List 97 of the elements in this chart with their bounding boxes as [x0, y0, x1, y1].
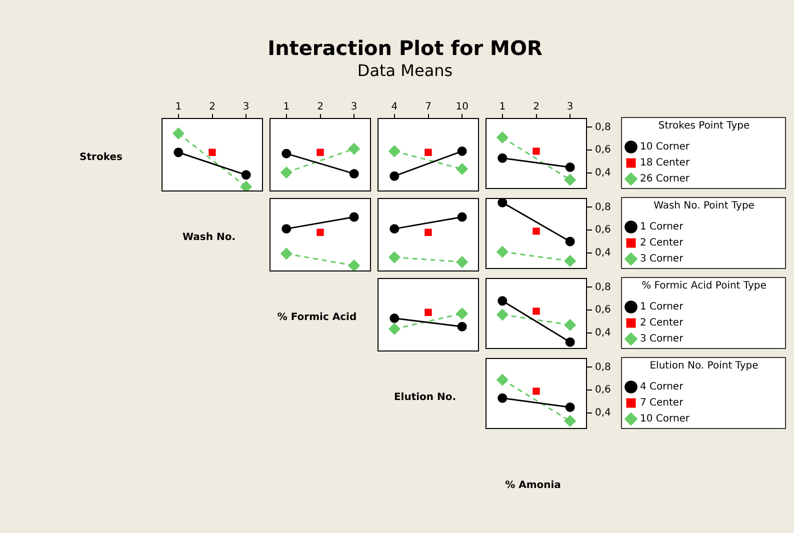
point — [348, 143, 360, 155]
legend-label: 3 Corner — [640, 334, 684, 345]
y-axis-title: % Formic Acid — [276, 312, 358, 323]
x-tick-label: 4 — [391, 102, 398, 113]
y-tick-label: 0,4 — [595, 248, 611, 259]
point — [388, 323, 400, 335]
legend-title: Strokes Point Type — [658, 120, 750, 132]
point — [456, 256, 468, 268]
y-tick-label: 0,6 — [595, 384, 611, 396]
point — [316, 148, 324, 156]
x-tick-label: 7 — [425, 102, 432, 113]
legend-title: % Formic Acid Point Type — [642, 280, 766, 292]
y-tick-label: 0,4 — [595, 168, 611, 179]
y-tick-label: 0,4 — [595, 328, 611, 339]
point — [496, 132, 508, 144]
point — [280, 166, 292, 178]
x-tick-label: 1 — [499, 102, 506, 113]
point — [532, 228, 540, 235]
legend-label: 10 Corner — [640, 142, 690, 153]
point — [565, 337, 575, 347]
legend-label: 2 Center — [640, 238, 684, 249]
point — [496, 246, 508, 258]
point — [498, 393, 508, 403]
point — [564, 319, 576, 331]
legend-label: 1 Corner — [640, 302, 684, 313]
y-tick-label: 0,8 — [595, 202, 611, 213]
x-tick-label: 3 — [566, 102, 574, 113]
x-tick-label: 3 — [350, 102, 358, 113]
y-tick-label: 0,4 — [595, 408, 611, 419]
legend-title: Elution No. Point Type — [650, 360, 758, 372]
point — [564, 255, 576, 267]
point — [532, 308, 540, 315]
point — [172, 128, 184, 140]
point — [240, 181, 252, 192]
x-tick-label: 2 — [533, 102, 540, 113]
y-tick-label: 0,6 — [595, 144, 611, 156]
legend-label: 10 Corner — [640, 414, 690, 425]
x-tick-label: 2 — [209, 102, 216, 113]
point — [349, 212, 359, 222]
y-tick-label: 0,8 — [595, 282, 611, 293]
point — [565, 236, 575, 246]
x-axis-title: % Amonia — [504, 480, 562, 491]
point — [280, 248, 292, 260]
x-tick-label: 10 — [456, 102, 468, 113]
point — [498, 153, 508, 163]
point — [565, 162, 575, 172]
y-tick-label: 0,6 — [595, 224, 611, 236]
point — [457, 146, 467, 156]
point — [388, 145, 400, 157]
point — [456, 163, 468, 175]
y-axis-title: Strokes — [78, 152, 124, 163]
x-tick-label: 1 — [175, 102, 182, 113]
y-axis-title: Wash No. — [181, 232, 236, 243]
point — [241, 170, 251, 180]
legend-label: 18 Center — [640, 158, 690, 169]
point — [457, 322, 467, 332]
point — [424, 308, 432, 316]
point — [390, 171, 400, 181]
legend-label: 2 Center — [640, 318, 684, 329]
legend-label: 1 Corner — [640, 222, 684, 233]
legend-label: 4 Corner — [640, 382, 684, 393]
point — [496, 308, 508, 320]
point — [498, 198, 508, 208]
point — [424, 228, 432, 236]
point — [348, 260, 360, 272]
point — [532, 148, 540, 155]
point — [424, 148, 432, 156]
point — [174, 148, 184, 158]
point — [390, 314, 400, 324]
point — [390, 224, 400, 234]
point — [532, 388, 540, 395]
point — [565, 402, 575, 412]
legend-label: 7 Center — [640, 398, 684, 409]
chart-title: Interaction Plot for MOR — [266, 36, 544, 60]
point — [564, 174, 576, 186]
legend-title: Wash No. Point Type — [654, 200, 754, 212]
point — [282, 148, 292, 158]
point — [496, 374, 508, 386]
point — [564, 415, 576, 427]
x-tick-label: 2 — [317, 102, 324, 113]
legend-label: 3 Corner — [640, 254, 684, 265]
y-axis-title: Elution No. — [392, 392, 458, 403]
point — [498, 296, 508, 306]
y-tick-label: 0,8 — [595, 362, 611, 373]
point — [456, 308, 468, 320]
y-tick-label: 0,6 — [595, 304, 611, 316]
x-tick-label: 1 — [283, 102, 290, 113]
point — [282, 224, 292, 234]
point — [208, 148, 216, 156]
legend-label: 26 Corner — [640, 174, 690, 185]
y-tick-label: 0,8 — [595, 122, 611, 133]
point — [316, 228, 324, 236]
point — [388, 252, 400, 264]
x-tick-label: 3 — [242, 102, 250, 113]
chart-subtitle: Data Means — [356, 61, 454, 80]
point — [349, 168, 359, 178]
point — [457, 212, 467, 222]
